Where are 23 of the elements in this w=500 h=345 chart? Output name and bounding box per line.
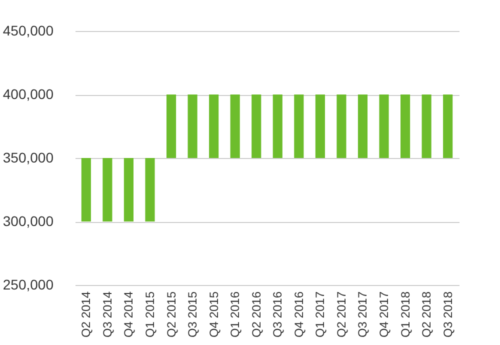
x-tick-label: Q3 2018 — [440, 291, 455, 338]
x-tick-label: Q2 2018 — [420, 291, 434, 338]
x-tick-label: Q2 2017 — [334, 291, 348, 338]
x-tick-label: Q3 2015 — [186, 291, 200, 338]
x-tick-label: Q4 2016 — [292, 291, 306, 338]
y-tick-label: 250,000 — [2, 276, 54, 292]
x-tick-label: Q2 2014 — [79, 291, 94, 338]
x-tick-label: Q3 2017 — [356, 291, 370, 338]
x-tick-label: Q1 2015 — [142, 291, 157, 338]
x-tick-label: Q3 2016 — [270, 291, 285, 338]
x-tick-label: Q2 2015 — [164, 291, 178, 338]
x-tick-label: Q1 2017 — [313, 291, 328, 338]
x-tick-label: Q1 2018 — [398, 291, 412, 338]
x-tick-label: Q1 2016 — [228, 291, 242, 338]
x-tick-label: Q4 2015 — [206, 291, 221, 338]
y-tick-label: 450,000 — [2, 22, 54, 38]
x-tick-label: Q3 2014 — [100, 291, 114, 338]
x-tick-label: Q4 2017 — [377, 291, 392, 338]
x-tick-label: Q4 2014 — [122, 291, 136, 338]
y-tick-label: 400,000 — [2, 86, 54, 102]
x-tick-label: Q2 2016 — [249, 291, 264, 338]
y-tick-label: 300,000 — [2, 213, 54, 229]
y-tick-label: 350,000 — [2, 150, 54, 166]
